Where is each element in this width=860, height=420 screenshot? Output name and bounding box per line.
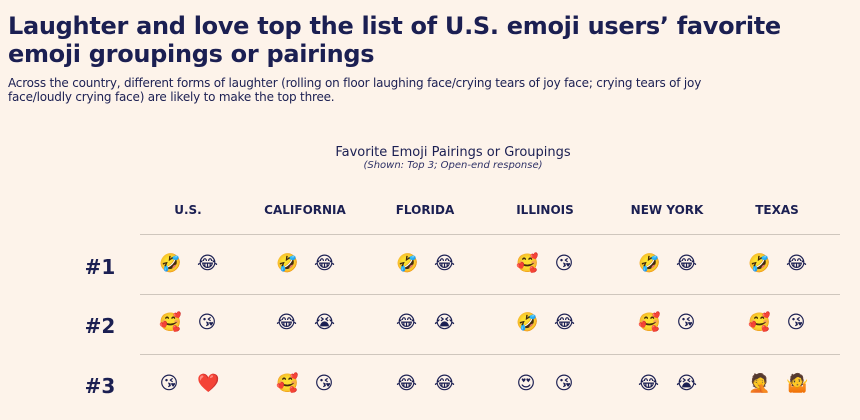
row-divider — [140, 354, 840, 355]
chart-title: Favorite Emoji Pairings or Groupings — [335, 145, 571, 160]
page-subtitle: Across the country, different forms of l… — [8, 76, 702, 104]
emoji-icon: 🥰 — [516, 253, 539, 274]
emoji-pair: 🤣 😂 — [370, 254, 480, 274]
emoji-pair: 😂 😭 — [612, 374, 722, 394]
emoji-icon: 😘 — [197, 312, 217, 333]
emoji-pair: 🤣 😂 — [722, 254, 832, 274]
emoji-icon: 😂 — [676, 253, 698, 274]
emoji-pair: 😘 ❤️ — [133, 374, 243, 394]
emoji-icon: 😘 — [314, 373, 334, 394]
emoji-icon: 😘 — [159, 373, 179, 394]
emoji-icon: 🤦 — [748, 373, 771, 394]
rank-label: #3 — [84, 374, 116, 398]
emoji-icon: 🥰 — [159, 312, 182, 333]
emoji-icon: 😘 — [554, 253, 574, 274]
emoji-icon: 😍 — [516, 373, 536, 394]
column-header: CALIFORNIA — [264, 203, 346, 217]
emoji-pair: 😍 😘 — [490, 374, 600, 394]
emoji-icon: 😭 — [314, 312, 336, 333]
row-divider — [140, 234, 840, 235]
emoji-icon: 😂 — [197, 253, 219, 274]
emoji-pair: 🥰 😘 — [722, 313, 832, 333]
emoji-icon: 😂 — [276, 312, 298, 333]
emoji-icon: 😭 — [434, 312, 456, 333]
emoji-pair: 😂 😭 — [370, 313, 480, 333]
emoji-icon: 😘 — [786, 312, 806, 333]
emoji-pair: 🤦 🤷 — [722, 374, 832, 394]
chart-note: (Shown: Top 3; Open-end response) — [363, 160, 543, 171]
emoji-icon: 😂 — [786, 253, 808, 274]
emoji-icon: 😭 — [676, 373, 698, 394]
emoji-icon: 😂 — [396, 373, 418, 394]
emoji-pair: 🤣 😂 — [612, 254, 722, 274]
emoji-icon: 🥰 — [748, 312, 771, 333]
emoji-pair: 😂 😭 — [250, 313, 360, 333]
emoji-icon: 😂 — [434, 253, 456, 274]
column-header: FLORIDA — [395, 203, 455, 217]
emoji-pair: 🥰 😘 — [250, 374, 360, 394]
column-header: NEW YORK — [630, 203, 704, 217]
column-header: TEXAS — [755, 203, 799, 217]
emoji-icon: 🤣 — [748, 253, 771, 274]
emoji-icon: 🤣 — [396, 253, 419, 274]
emoji-icon: 😂 — [434, 373, 456, 394]
emoji-icon: 🤷 — [786, 373, 809, 394]
emoji-icon: 🤣 — [276, 253, 299, 274]
emoji-icon: 😘 — [676, 312, 696, 333]
column-header: ILLINOIS — [516, 203, 574, 217]
emoji-pair: 😂 😂 — [370, 374, 480, 394]
emoji-icon: 😂 — [554, 312, 576, 333]
emoji-icon: 🤣 — [516, 312, 539, 333]
emoji-icon: ❤️ — [197, 373, 220, 394]
emoji-pair: 🤣 😂 — [133, 254, 243, 274]
row-divider — [140, 294, 840, 295]
emoji-icon: 😂 — [396, 312, 418, 333]
emoji-pair: 🥰 😘 — [133, 313, 243, 333]
page-title: Laughter and love top the list of U.S. e… — [8, 12, 781, 68]
emoji-icon: 🥰 — [276, 373, 299, 394]
emoji-pair: 🤣 😂 — [250, 254, 360, 274]
emoji-icon: 🥰 — [638, 312, 661, 333]
emoji-pair: 🥰 😘 — [612, 313, 722, 333]
rank-label: #2 — [84, 314, 116, 338]
column-header: U.S. — [174, 203, 202, 217]
emoji-icon: 😘 — [554, 373, 574, 394]
rank-label: #1 — [84, 255, 116, 279]
emoji-pair: 🤣 😂 — [490, 313, 600, 333]
emoji-icon: 🤣 — [159, 253, 182, 274]
emoji-icon: 😂 — [314, 253, 336, 274]
emoji-icon: 😂 — [638, 373, 660, 394]
emoji-icon: 🤣 — [638, 253, 661, 274]
emoji-pair: 🥰 😘 — [490, 254, 600, 274]
